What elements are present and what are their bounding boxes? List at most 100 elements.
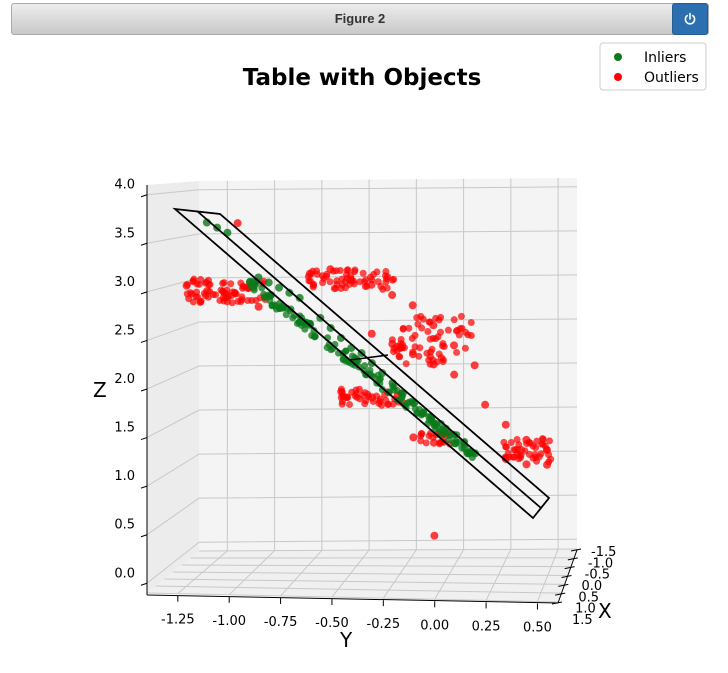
inlier-point: [450, 431, 458, 439]
legend-label-outliers: Outliers: [644, 70, 699, 86]
z-tick-mark: [140, 194, 148, 198]
z-tick-mark: [140, 485, 148, 489]
grid-floor-x: [172, 571, 568, 576]
legend: Inliers Outliers: [599, 42, 707, 91]
outlier-point: [343, 274, 351, 282]
outlier-point: [510, 446, 518, 454]
y-axis-line: [146, 594, 559, 604]
axes-grid: [146, 178, 578, 603]
y-tick-label: -1.00: [212, 614, 246, 629]
outlier-points: [182, 219, 555, 540]
y-tick-labels: -1.25 -1.00 -0.75 -0.50 -0.25 0.00 0.25 0.50: [161, 595, 552, 636]
outlier-point: [450, 316, 458, 324]
outlier-point: [363, 282, 371, 290]
outlier-point: [237, 279, 245, 287]
outlier-point: [351, 266, 359, 274]
x-axis-label: X: [598, 599, 612, 623]
outlier-point: [418, 430, 426, 438]
outlier-point: [529, 454, 537, 462]
x-tick-label: -1.5: [591, 545, 616, 560]
x-tick-label: -0.5: [585, 568, 610, 583]
grid-wall-z: [146, 230, 578, 244]
outlier-point: [450, 341, 459, 350]
x-tick-mark: [564, 566, 575, 570]
outlier-point: [193, 280, 201, 288]
outlier-point: [202, 292, 210, 300]
y-tick-label: 0.25: [472, 619, 501, 634]
x-tick-mark: [567, 557, 578, 561]
outlier-point: [310, 280, 318, 288]
inlier-point: [458, 444, 466, 452]
outlier-point: [369, 397, 377, 405]
x-tick-mark: [561, 575, 572, 578]
outlier-point: [533, 437, 541, 445]
y-axis-label: Y: [339, 628, 353, 652]
z-tick-mark: [140, 582, 148, 586]
outlier-point: [370, 270, 378, 278]
x-tick-mark: [555, 592, 566, 596]
grid-wall-z: [146, 362, 578, 390]
outlier-point: [220, 279, 228, 287]
power-button[interactable]: [672, 3, 708, 35]
inlier-point: [413, 409, 421, 417]
outlier-point: [415, 352, 423, 360]
outlier-point: [248, 296, 256, 304]
outlier-point: [515, 455, 523, 463]
outlier-point: [233, 219, 242, 228]
x-tick-label: 0.5: [578, 590, 599, 605]
inlier-point: [311, 332, 319, 340]
fitted-table-plane: [172, 207, 551, 520]
outlier-point: [507, 439, 515, 447]
inlier-point: [376, 375, 384, 383]
grid-wall-z: [146, 538, 578, 584]
legend-marker-outliers: [614, 73, 622, 81]
outlier-point: [467, 331, 475, 339]
outlier-point: [388, 336, 396, 344]
outlier-point: [529, 442, 537, 450]
grid-wall-z: [146, 186, 578, 196]
outlier-point: [501, 420, 510, 429]
inlier-point: [428, 416, 436, 424]
outlier-point: [518, 446, 526, 454]
z-tick-labels: 0.0 0.5 1.0 1.5 2.0 2.5 3.0 3.5 4.0: [114, 178, 148, 586]
outlier-point: [423, 349, 431, 357]
outlier-point: [408, 301, 417, 310]
outlier-point: [367, 329, 376, 338]
x-tick-labels: 1.51.00.50.0-0.5-1.0-1.5: [551, 545, 616, 628]
inlier-point: [275, 283, 284, 292]
x-tick-mark: [570, 548, 582, 552]
outlier-point: [344, 266, 352, 274]
z-tick-label: 0.5: [114, 518, 135, 533]
outlier-point: [450, 370, 459, 379]
y-tick-label: 0.50: [523, 621, 552, 636]
outlier-point: [353, 393, 361, 401]
outlier-point: [461, 344, 469, 352]
power-icon: [684, 12, 696, 25]
outlier-point: [337, 385, 345, 393]
outlier-point: [338, 400, 346, 408]
outlier-point: [545, 437, 553, 445]
inlier-point: [408, 397, 416, 405]
grid-floor-x: [146, 592, 559, 603]
outlier-point: [307, 270, 315, 278]
z-tick-mark: [140, 534, 148, 538]
y-tick-label: -1.25: [161, 613, 195, 628]
z-tick-mark: [140, 437, 148, 441]
outlier-point: [201, 279, 209, 287]
outlier-point: [227, 280, 235, 288]
x-tick-label: 1.0: [575, 602, 596, 617]
outlier-point: [329, 267, 337, 275]
inlier-point: [289, 314, 297, 322]
outlier-point: [547, 455, 555, 463]
outlier-point: [323, 272, 331, 280]
grid-wall-z: [146, 450, 578, 487]
outlier-point: [333, 280, 341, 288]
outlier-point: [453, 348, 461, 356]
z-tick-label: 0.0: [114, 566, 135, 581]
y-tick-label: -0.50: [315, 616, 349, 631]
inlier-point: [378, 385, 386, 393]
outlier-point: [432, 314, 440, 322]
outlier-point: [361, 400, 369, 408]
outlier-point: [359, 391, 367, 399]
grid-floor-x: [155, 585, 562, 594]
